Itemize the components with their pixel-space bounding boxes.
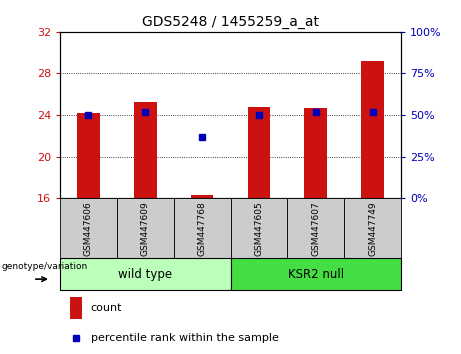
- Bar: [191, 195, 213, 198]
- Bar: [70, 297, 82, 319]
- Bar: [287, 198, 344, 258]
- Bar: [77, 113, 100, 198]
- Text: GSM447768: GSM447768: [198, 201, 207, 256]
- Bar: [248, 107, 270, 198]
- Bar: [60, 198, 117, 258]
- Text: genotype/variation: genotype/variation: [1, 262, 88, 271]
- Bar: [230, 198, 287, 258]
- Bar: [60, 258, 230, 290]
- Bar: [117, 198, 174, 258]
- Bar: [174, 198, 230, 258]
- Text: GSM447749: GSM447749: [368, 201, 377, 256]
- Text: wild type: wild type: [118, 268, 172, 281]
- Text: KSR2 null: KSR2 null: [288, 268, 344, 281]
- Text: percentile rank within the sample: percentile rank within the sample: [91, 333, 278, 343]
- Bar: [361, 61, 384, 198]
- Bar: [304, 108, 327, 198]
- Text: count: count: [91, 303, 122, 313]
- Text: GSM447605: GSM447605: [254, 201, 263, 256]
- Text: GSM447607: GSM447607: [311, 201, 320, 256]
- Text: GSM447606: GSM447606: [84, 201, 93, 256]
- Bar: [344, 198, 401, 258]
- Text: GSM447609: GSM447609: [141, 201, 150, 256]
- Bar: [230, 258, 401, 290]
- Bar: [134, 102, 157, 198]
- Title: GDS5248 / 1455259_a_at: GDS5248 / 1455259_a_at: [142, 16, 319, 29]
